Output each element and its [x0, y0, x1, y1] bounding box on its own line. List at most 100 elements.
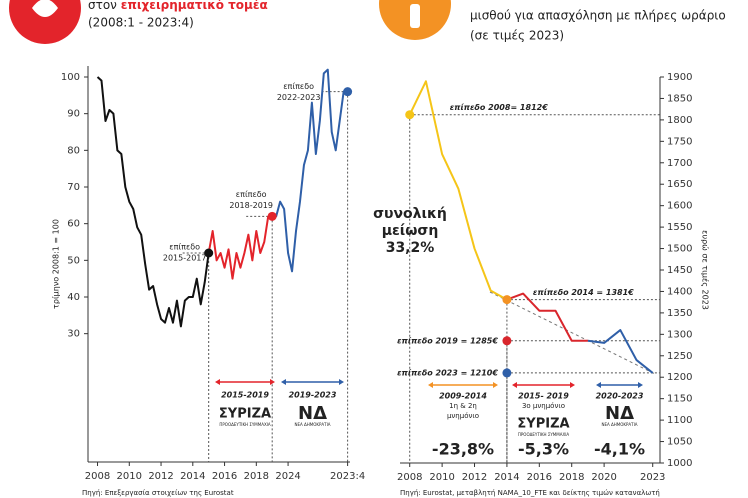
level-label: 2018-2019	[229, 201, 273, 210]
series-line	[587, 329, 654, 374]
period-change: -23,8%	[432, 440, 494, 459]
logo: ΣΥΡΙΖΑ	[219, 407, 271, 422]
logo: ΝΔ	[605, 403, 634, 424]
y-tick-label: 1600	[667, 201, 692, 212]
logo-sub: ΝΕΑ ΔΗΜΟΚΡΑΤΙΑ	[294, 422, 330, 427]
level-label: 2015-2017	[163, 254, 207, 263]
y-tick-label: 1800	[667, 115, 692, 126]
level-label: επίπεδο	[169, 243, 200, 252]
x-tick-label: 2016	[527, 472, 552, 483]
x-tick-label: 2012	[148, 471, 173, 482]
y-tick-label: 1700	[667, 158, 692, 169]
logo: ΣΥΡΙΖΑ	[517, 417, 569, 432]
x-tick-label: 2012	[462, 472, 487, 483]
logo-sub: ΝΕΑ ΔΗΜΟΚΡΑΤΙΑ	[601, 422, 637, 427]
series-line	[207, 215, 273, 280]
y-tick-label: 1900	[667, 72, 692, 83]
right-header: μισθού για απασχόληση με πλήρες ωράριο	[470, 9, 726, 23]
y-tick-label: 1450	[667, 265, 692, 276]
x-tick-label: 2014	[180, 471, 205, 482]
arrow-head	[596, 382, 643, 388]
y-tick-label: 30	[67, 329, 80, 340]
y-tick-label: 50	[67, 255, 80, 266]
y-tick-label: 1050	[667, 437, 692, 448]
level-point	[405, 110, 415, 120]
period-label: 2015- 2019	[518, 392, 569, 401]
level-label: επίπεδο	[236, 190, 267, 199]
y-tick-label: 1850	[667, 93, 692, 104]
level-label: επίπεδο 2014 = 1381€	[533, 287, 634, 297]
source: Πηγή: Eurostat, μεταβλητή NAMA_10_FTE κα…	[400, 489, 660, 497]
level-label: επίπεδο 2008= 1812€	[450, 102, 548, 112]
series-line	[96, 76, 210, 328]
y-tick-label: 100	[61, 72, 80, 83]
y-tick-label: 1000	[667, 458, 692, 469]
left-header: στον επιχειρηματικό τομέα	[88, 0, 268, 12]
y-tick-label: 1150	[667, 394, 692, 405]
logo-sub: ΠΡΟΟΔΕΥΤΙΚΗ ΣΥΜΜΑΧΙΑ	[518, 432, 569, 437]
y-tick-label: 1750	[667, 136, 692, 147]
total-change: 33,2%	[386, 240, 435, 256]
y-tick-label: 1100	[667, 415, 692, 426]
total-change: συνολική	[373, 206, 447, 222]
period-change: -5,3%	[518, 440, 569, 459]
y-tick-label: 80	[67, 145, 80, 156]
y-axis-label: τρίμηνο 2008:1 = 100	[52, 219, 61, 309]
period-change: -4,1%	[594, 440, 645, 459]
y-tick-label: 1250	[667, 351, 692, 362]
logo-sub: ΠΡΟΟΔΕΥΤΙΚΗ ΣΥΜΜΑΧΙΑ	[219, 422, 270, 427]
header-prefix: στον	[88, 0, 117, 12]
right-icon-glyph	[410, 4, 420, 28]
y-tick-label: 1350	[667, 308, 692, 319]
total-change: μείωση	[382, 223, 439, 239]
y-tick-label: 1200	[667, 372, 692, 383]
level-label: 2022-2023	[277, 93, 321, 102]
period-label: 2019-2023	[289, 391, 337, 400]
x-tick-label: 2010	[117, 471, 142, 482]
series-line	[272, 68, 348, 273]
level-point	[204, 248, 214, 258]
level-point	[343, 87, 353, 97]
period-note: μνημόνιο	[447, 412, 479, 420]
level-label: επίπεδο 2019 = 1285€	[397, 335, 498, 345]
y-tick-label: 70	[67, 182, 80, 193]
level-point	[502, 336, 512, 346]
logo: ΝΔ	[298, 403, 327, 424]
right-header-2: (σε τιμές 2023)	[470, 29, 564, 43]
series-line	[506, 292, 588, 342]
level-label: επίπεδο 2023 = 1210€	[397, 367, 498, 377]
period-label: 2020-2023	[596, 392, 644, 401]
x-tick-label: 2018	[244, 471, 269, 482]
period-note: 3ο μνημόνιο	[522, 402, 565, 410]
period-note: 1η & 2η	[449, 402, 477, 410]
y-axis-label: ευρώ σε τιμές 2023	[701, 230, 711, 310]
x-tick-label: 2023	[640, 472, 665, 483]
x-tick-label: 2023:4	[330, 471, 365, 482]
left-period: (2008:1 - 2023:4)	[88, 16, 194, 30]
x-tick-label: 2014	[494, 472, 519, 483]
left-icon-glyph	[32, 0, 58, 17]
y-tick-label: 1550	[667, 222, 692, 233]
x-tick-label: 2024	[275, 471, 300, 482]
y-tick-label: 1300	[667, 329, 692, 340]
level-point	[502, 295, 512, 305]
y-tick-label: 1500	[667, 244, 692, 255]
x-tick-label: 2010	[429, 472, 454, 483]
y-tick-label: 1650	[667, 179, 692, 190]
series-line	[408, 80, 508, 301]
header-highlight: επιχειρηματικό τομέα	[121, 0, 268, 12]
x-tick-label: 2018	[559, 472, 584, 483]
y-tick-label: 40	[67, 292, 80, 303]
level-point	[267, 211, 277, 221]
period-label: 2009-2014	[439, 392, 487, 401]
x-tick-label: 2008	[85, 471, 110, 482]
x-tick-label: 2020	[591, 472, 616, 483]
level-label: επίπεδο	[283, 82, 314, 91]
period-label: 2015-2019	[221, 391, 269, 400]
source: Πηγή: Επεξεργασία στοιχείων της Eurostat	[82, 489, 234, 497]
y-tick-label: 60	[67, 219, 80, 230]
y-tick-label: 1400	[667, 286, 692, 297]
left-icon	[9, 0, 81, 44]
trend-line	[489, 291, 656, 375]
x-tick-label: 2008	[397, 472, 422, 483]
